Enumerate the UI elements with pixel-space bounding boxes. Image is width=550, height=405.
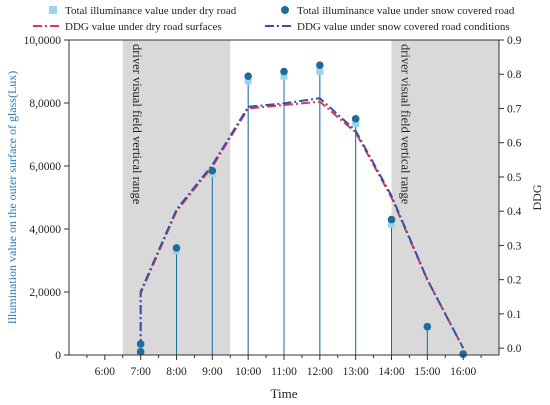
right-axis-tick-label: 0.0 (507, 343, 522, 355)
snow-road-marker (459, 350, 467, 358)
legend: Total illuminance value under dry road To… (33, 5, 515, 33)
data-markers (136, 61, 467, 358)
right-axis-tick-label: 0.7 (507, 103, 522, 115)
right-axis-tick-label: 0.4 (507, 206, 522, 218)
dry-road-marker (352, 119, 360, 127)
x-axis-label: Time (271, 386, 298, 401)
snow-road-marker (423, 322, 432, 331)
right-axis-tick-label: 0.8 (507, 69, 522, 81)
shaded-region (391, 40, 499, 355)
x-axis-tick-label: 6:00 (95, 366, 116, 378)
dry-road-marker (388, 220, 395, 228)
left-axis-tick-label: 4,0000 (29, 224, 61, 236)
right-axis-tick-label: 0.6 (507, 138, 522, 150)
snow-road-marker (387, 215, 396, 224)
right-axis-tick-label: 0.1 (507, 309, 522, 321)
snow-road-marker (280, 67, 288, 76)
left-axis-tick-label: 6,0000 (29, 161, 61, 173)
stem-lines (140, 65, 464, 355)
legend-entry-label: DDG value under dry road surfaces (65, 21, 222, 33)
x-axis-tick-label: 10:00 (235, 366, 261, 378)
x-axis-tick-label: 15:00 (414, 366, 440, 378)
left-axis-tick-label: 10,0000 (24, 35, 62, 47)
snow-road-marker (351, 114, 360, 123)
left-axis-tick-label: 8,0000 (29, 98, 61, 110)
right-axis-label: DDG (530, 184, 544, 210)
x-axis-tick-label: 7:00 (130, 366, 151, 378)
left-axis: 0 2,0000 4,0000 6,0000 8,0000 10,0000 (24, 35, 69, 362)
bottom-axis: 6:00 7:00 8:00 9:00 10:00 11:00 12:00 13:00 14:0… (86, 355, 482, 378)
legend-swatch-square (49, 6, 57, 14)
shaded-region-labels: driver visual field vertical range driver… (130, 44, 413, 205)
snow-road-marker (208, 166, 217, 175)
left-axis-tick-label: 2,0000 (29, 287, 61, 299)
dry-road-marker (244, 77, 252, 85)
left-axis-label: Illumination value on the outer surface … (5, 71, 19, 325)
x-axis-tick-label: 11:00 (271, 366, 297, 378)
shaded-region-label: driver visual field vertical range (130, 44, 144, 205)
right-axis-tick-label: 0.5 (507, 172, 522, 184)
ddg-lines (139, 97, 465, 349)
legend-entry-label: Total illuminance value under snow cover… (297, 5, 515, 17)
ddg-series-line (139, 97, 465, 349)
x-axis-tick-label: 14:00 (378, 366, 404, 378)
shaded-region-label: driver visual field vertical range (399, 44, 413, 205)
left-axis-tick-label: 0 (55, 350, 61, 362)
right-axis-tick-label: 0.9 (507, 35, 522, 47)
x-axis-tick-label: 8:00 (166, 366, 187, 378)
right-axis: 0.0 0.1 0.2 0.3 0.4 0.5 0.6 0.7 0.8 0.9 (499, 35, 522, 355)
snow-road-marker (136, 340, 145, 348)
right-axis-tick-label: 0.3 (507, 240, 522, 252)
snow-road-marker (244, 72, 252, 81)
dry-road-marker (280, 72, 288, 80)
legend-entry-label: DDG value under snow covered road condit… (297, 21, 510, 33)
legend-entry-label: Total illuminance value under dry road (65, 5, 237, 17)
right-axis-tick-label: 0.2 (507, 275, 522, 287)
x-axis-tick-label: 13:00 (343, 366, 369, 378)
x-axis-tick-label: 9:00 (202, 366, 223, 378)
snow-road-marker (316, 61, 324, 69)
snow-road-marker (136, 348, 145, 356)
x-axis-tick-label: 16:00 (450, 366, 476, 378)
dry-road-marker (316, 68, 324, 75)
snow-road-marker (172, 244, 181, 252)
legend-swatch-circle (281, 6, 289, 14)
x-axis-tick-label: 12:00 (307, 366, 333, 378)
